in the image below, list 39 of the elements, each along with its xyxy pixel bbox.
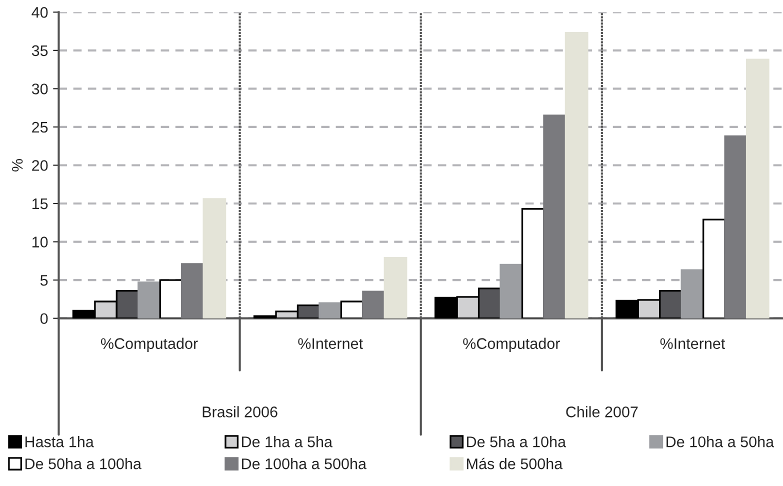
y-tick-label: 40 [32, 7, 48, 18]
x-tick-label: %Computador [463, 338, 560, 352]
bar [138, 282, 161, 318]
bar [159, 279, 183, 318]
bar [500, 264, 524, 318]
y-axis-title: % [12, 158, 23, 172]
legend-label: Más de 500ha [467, 458, 563, 470]
x-tick-label: %Computador [100, 338, 198, 352]
bar [564, 32, 588, 318]
y-tick-label: 15 [32, 198, 48, 210]
bar [362, 290, 386, 318]
y-tick-label: 30 [32, 84, 48, 94]
x-tick-label: %Internet [298, 338, 363, 349]
bar [680, 269, 704, 318]
bar [521, 208, 545, 318]
legend-label: De 10ha a 50ha [666, 436, 774, 448]
y-tick-label: 35 [32, 45, 48, 56]
y-tick-label: 20 [32, 160, 48, 171]
y-tick-label: 0 [40, 313, 48, 324]
legend-label: Hasta 1ha [25, 436, 94, 448]
bar [724, 135, 748, 318]
y-tick-label: 10 [32, 236, 48, 248]
bar [384, 257, 408, 318]
text: Brasil 2006 [202, 406, 278, 418]
y-tick-label: 25 [32, 122, 48, 133]
bar [181, 263, 204, 318]
bar [746, 58, 770, 318]
legend-label: De 100ha a 500ha [242, 458, 366, 470]
bar [202, 198, 226, 318]
legend-label: De 5ha a 10ha [467, 436, 566, 448]
y-tick-label: 5 [40, 275, 48, 286]
x-tick-label: %Internet [660, 338, 726, 349]
text: Chile 2007 [566, 406, 638, 418]
bar [543, 114, 567, 318]
legend-label: De 50ha a 100ha [25, 458, 142, 470]
bar [318, 302, 342, 318]
bar [340, 300, 364, 318]
bar [702, 218, 726, 318]
legend-label: De 1ha a 5ha [242, 436, 332, 448]
